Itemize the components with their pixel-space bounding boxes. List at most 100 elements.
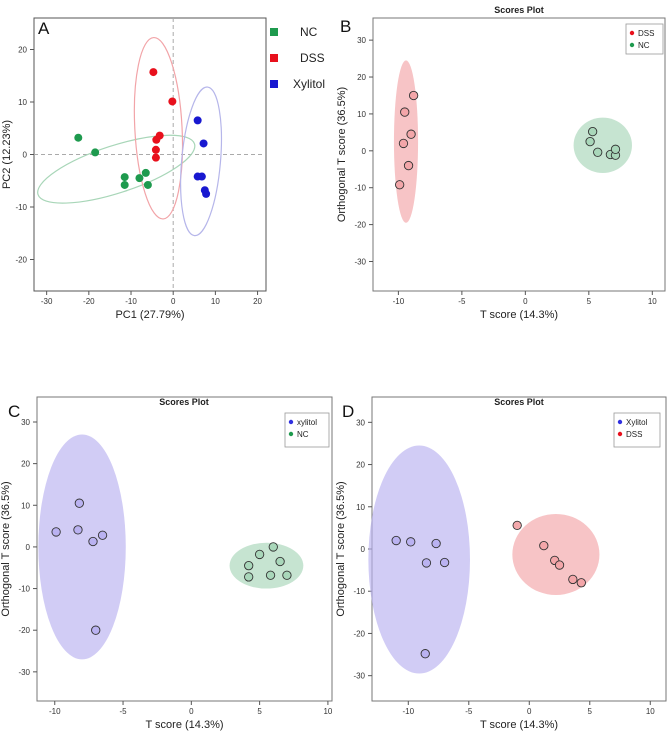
legend-label: Xylitol [293, 77, 325, 91]
y-tick-label: 20 [21, 460, 30, 469]
data-point-dss [151, 145, 160, 154]
data-point-xylitol [74, 498, 84, 508]
x-tick-label: 5 [587, 297, 592, 306]
y-tick-label: -10 [354, 184, 366, 193]
confidence-ellipse-nc [573, 117, 632, 173]
data-point-dss [398, 138, 409, 149]
data-point-nc [141, 168, 150, 177]
data-point-dss [576, 578, 586, 588]
y-tick-label: 20 [357, 73, 366, 82]
legend-swatch [288, 419, 294, 425]
data-point-dss [408, 90, 419, 101]
data-point-nc [120, 180, 129, 189]
legend-label: NC [638, 41, 650, 50]
data-point-nc [265, 570, 276, 580]
data-point-xylitol [421, 558, 432, 568]
confidence-ellipse-nc [229, 542, 304, 589]
data-point-nc [610, 144, 621, 154]
x-tick-label: -5 [458, 297, 466, 306]
x-axis-label: T score (14.3%) [480, 719, 558, 731]
data-point-nc [244, 572, 254, 582]
data-point-xylitol [197, 172, 206, 181]
data-point-xylitol [97, 530, 108, 540]
data-point-xylitol [431, 538, 441, 549]
legend-swatch [288, 431, 294, 437]
y-tick-label: 10 [21, 501, 30, 510]
y-tick-label: 10 [357, 110, 366, 119]
panel-C: -10 -5 0 5 10 -30 -20 -10 0 10 20 30 T score (14.3%)… [0, 396, 333, 731]
data-point-dss [512, 520, 522, 531]
data-point-xylitol [202, 189, 211, 198]
panel-letter: A [38, 19, 50, 38]
data-point-xylitol [391, 535, 401, 546]
x-tick-label: -10 [403, 707, 415, 716]
y-tick-label: 30 [357, 36, 366, 45]
x-axis-label: T score (14.3%) [480, 309, 558, 321]
confidence-ellipse-dss [133, 36, 184, 220]
y-tick-label: 0 [26, 543, 31, 552]
data-point-nc [587, 126, 598, 137]
x-tick-label: 10 [646, 707, 655, 716]
y-axis-label: Orthogonal T score (36.5%) [336, 87, 348, 222]
x-tick-label: 5 [257, 707, 262, 716]
data-point-nc [254, 549, 265, 560]
data-point-xylitol [88, 536, 98, 547]
x-tick-label: 0 [171, 297, 176, 306]
x-axis-label: PC1 (27.79%) [115, 309, 184, 321]
x-axis-label: T score (14.3%) [145, 719, 223, 731]
data-point-xylitol [91, 625, 101, 635]
x-tick-label: -10 [49, 707, 61, 716]
y-tick-label: -30 [353, 672, 365, 681]
confidence-ellipse-dss [512, 513, 600, 596]
data-point-dss [403, 160, 414, 171]
x-tick-label: 0 [523, 297, 528, 306]
chart-title: Scores Plot [159, 397, 209, 407]
confidence-ellipse-nc [37, 134, 196, 204]
data-point-nc [143, 180, 152, 189]
plot-frame [36, 396, 333, 702]
y-tick-label: -10 [18, 585, 30, 594]
x-tick-label: 0 [189, 707, 194, 716]
x-tick-label: 20 [253, 297, 262, 306]
y-tick-label: -20 [18, 626, 30, 635]
chart-title: Scores Plot [494, 397, 544, 407]
data-point-nc [282, 570, 292, 580]
chart-title: Scores Plot [494, 5, 544, 15]
y-tick-label: -10 [15, 203, 27, 212]
data-point-nc [585, 136, 595, 147]
x-tick-label: 10 [648, 297, 657, 306]
data-point-xylitol [420, 649, 430, 659]
y-tick-label: -20 [15, 256, 27, 265]
data-point-nc [91, 148, 100, 157]
data-point-dss [152, 135, 161, 144]
y-tick-label: -20 [353, 629, 365, 638]
legend-label: Xylitol [626, 418, 648, 427]
legend-swatch [617, 419, 623, 425]
data-point-nc [244, 561, 254, 571]
x-tick-label: 0 [527, 707, 532, 716]
data-point-dss [395, 180, 405, 190]
y-axis-label: PC2 (12.23%) [1, 120, 13, 189]
x-tick-label: -30 [41, 297, 53, 306]
data-point-xylitol [439, 557, 450, 568]
legend-swatch [629, 30, 635, 36]
data-point-nc [275, 556, 285, 567]
y-tick-label: 0 [361, 545, 366, 554]
panel-A: -30 -20 -10 0 10 20 -20 -10 0 10 20 PC1 (27.79%) PC2… [1, 17, 325, 321]
legend-swatch [629, 42, 635, 48]
panel-letter: B [340, 17, 351, 36]
y-tick-label: 20 [356, 461, 365, 470]
data-point-dss [539, 540, 549, 551]
data-point-xylitol [73, 525, 83, 535]
legend-label: NC [297, 430, 309, 439]
x-tick-label: 10 [211, 297, 220, 306]
data-point-nc [74, 133, 83, 142]
data-point-dss [400, 107, 410, 117]
y-tick-label: -20 [354, 221, 366, 230]
data-point-xylitol [51, 527, 61, 537]
legend-box [613, 412, 661, 448]
data-point-nc [120, 173, 129, 182]
confidence-ellipse-xylitol [180, 86, 223, 237]
panel-B: -10 -5 0 5 10 -30 -20 -10 0 10 20 30 T score (14.3%)… [336, 5, 666, 321]
